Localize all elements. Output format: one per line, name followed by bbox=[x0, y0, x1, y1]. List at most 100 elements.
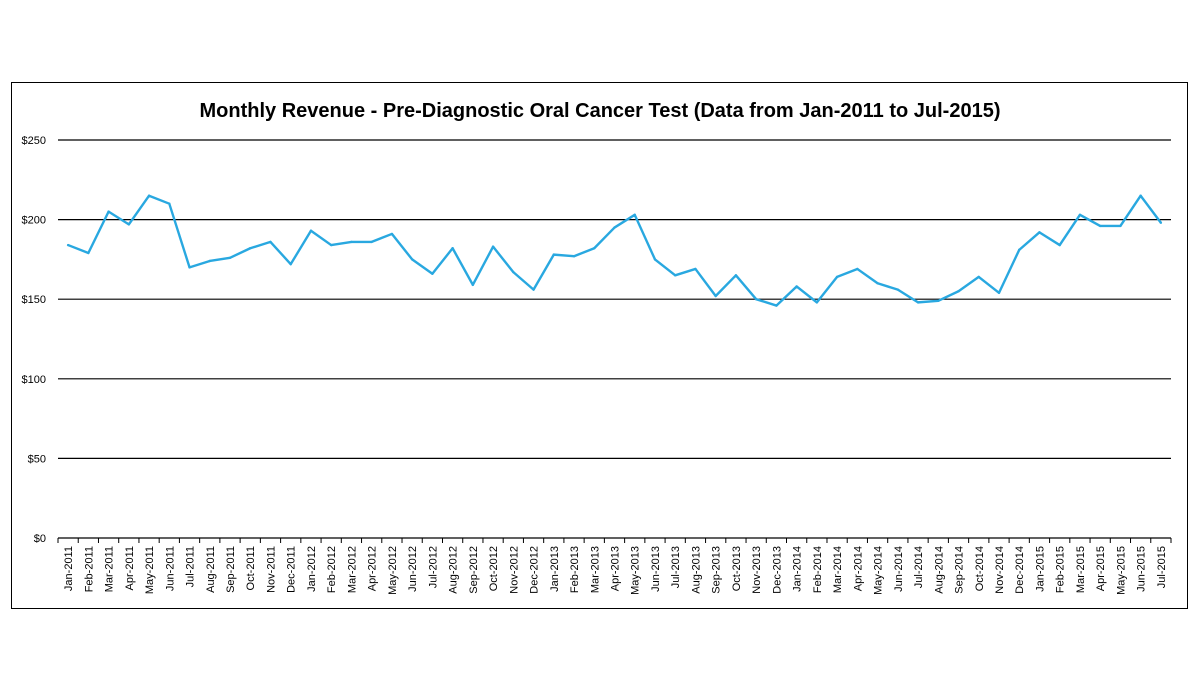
data-point bbox=[350, 240, 353, 244]
x-tick-label: Nov-2011 bbox=[265, 546, 277, 593]
data-point bbox=[188, 266, 191, 269]
data-point bbox=[653, 258, 657, 261]
data-point bbox=[1078, 213, 1082, 217]
x-tick-label: Aug-2012 bbox=[448, 546, 460, 594]
data-point bbox=[471, 283, 475, 287]
x-tick-label: May-2014 bbox=[873, 546, 885, 595]
x-tick-label: Jun-2015 bbox=[1136, 546, 1148, 592]
data-point bbox=[512, 270, 515, 274]
data-point bbox=[127, 223, 131, 226]
data-point bbox=[835, 275, 839, 279]
x-axis-ticks: Jan-2011 Feb-2011 Mar-2011 Apr-2011 May-2011… bbox=[57, 538, 1172, 595]
x-tick-label: Jul-2014 bbox=[913, 546, 925, 588]
data-point bbox=[87, 251, 90, 255]
data-point bbox=[633, 213, 636, 217]
data-point bbox=[410, 258, 414, 261]
x-tick-label: Apr-2012 bbox=[367, 546, 379, 591]
data-point bbox=[249, 247, 252, 250]
data-point bbox=[1139, 194, 1142, 197]
y-tick-label: $0 bbox=[34, 533, 46, 545]
x-tick-label: Dec-2013 bbox=[771, 546, 783, 594]
data-point bbox=[734, 274, 738, 277]
x-tick-label: Sep-2011 bbox=[225, 546, 237, 593]
x-tick-label: Aug-2011 bbox=[205, 546, 217, 593]
x-tick-label: Jan-2014 bbox=[792, 546, 804, 592]
data-point bbox=[937, 299, 940, 302]
x-tick-label: Jan-2015 bbox=[1034, 546, 1046, 592]
x-tick-label: May-2011 bbox=[144, 546, 156, 594]
x-tick-label: Jan-2012 bbox=[306, 546, 318, 592]
x-tick-label: Dec-2012 bbox=[529, 546, 541, 594]
x-tick-label: Sep-2013 bbox=[711, 546, 723, 594]
x-tick-label: Oct-2012 bbox=[488, 546, 500, 591]
data-point bbox=[66, 243, 70, 247]
data-point bbox=[1119, 224, 1122, 228]
data-point bbox=[1058, 243, 1061, 247]
data-point bbox=[997, 291, 1001, 295]
data-point bbox=[451, 247, 454, 250]
data-point bbox=[856, 267, 859, 271]
data-point bbox=[309, 229, 313, 232]
data-point bbox=[1018, 248, 1021, 252]
x-tick-label: Feb-2013 bbox=[569, 546, 581, 593]
data-point bbox=[876, 282, 879, 285]
data-point bbox=[208, 259, 211, 263]
x-tick-label: Mar-2011 bbox=[104, 546, 116, 592]
x-tick-label: Nov-2013 bbox=[751, 546, 763, 594]
data-point bbox=[289, 262, 292, 266]
data-point bbox=[714, 294, 717, 298]
data-point bbox=[1098, 224, 1102, 228]
x-tick-label: Oct-2013 bbox=[731, 546, 743, 591]
data-point bbox=[977, 275, 980, 279]
data-point bbox=[1038, 231, 1041, 234]
y-axis-ticks: $0 $50 $100 $150 $200 $250 bbox=[22, 135, 46, 545]
data-point bbox=[269, 240, 272, 244]
data-point bbox=[552, 253, 555, 256]
data-point bbox=[916, 301, 920, 304]
x-tick-label: Oct-2014 bbox=[974, 546, 986, 591]
x-tick-label: Apr-2011 bbox=[124, 546, 136, 590]
data-point bbox=[1159, 221, 1163, 224]
x-tick-label: Aug-2013 bbox=[690, 546, 702, 594]
x-tick-label: Dec-2014 bbox=[1014, 546, 1026, 594]
x-tick-label: Oct-2011 bbox=[245, 546, 257, 590]
series-layer bbox=[66, 194, 1163, 307]
data-point bbox=[754, 298, 758, 301]
x-tick-label: Jun-2012 bbox=[407, 546, 419, 592]
x-tick-label: Mar-2013 bbox=[589, 546, 601, 593]
data-point bbox=[775, 304, 778, 307]
x-tick-label: Mar-2012 bbox=[346, 546, 358, 593]
x-tick-label: Feb-2015 bbox=[1055, 546, 1067, 593]
data-point bbox=[431, 272, 434, 275]
x-tick-label: Aug-2014 bbox=[933, 546, 945, 594]
x-tick-label: Jun-2011 bbox=[164, 546, 176, 591]
data-point bbox=[532, 288, 535, 291]
y-tick-label: $100 bbox=[22, 374, 46, 386]
x-tick-label: Mar-2014 bbox=[832, 546, 844, 593]
x-tick-label: May-2015 bbox=[1115, 546, 1127, 595]
data-point bbox=[815, 301, 819, 304]
x-tick-label: May-2013 bbox=[630, 546, 642, 595]
x-tick-label: Nov-2012 bbox=[508, 546, 520, 594]
y-tick-label: $50 bbox=[28, 453, 46, 465]
data-point bbox=[168, 202, 171, 205]
x-tick-label: Feb-2011 bbox=[83, 546, 95, 592]
x-tick-label: Apr-2014 bbox=[852, 546, 864, 591]
x-tick-label: Sep-2014 bbox=[954, 546, 966, 594]
x-tick-label: Dec-2011 bbox=[286, 546, 298, 593]
x-tick-label: Apr-2013 bbox=[610, 546, 622, 591]
x-tick-label: Jan-2011 bbox=[63, 546, 75, 591]
x-tick-label: Feb-2014 bbox=[812, 546, 824, 593]
x-tick-label: Jun-2013 bbox=[650, 546, 662, 592]
series-line bbox=[67, 194, 1162, 307]
x-tick-label: Mar-2015 bbox=[1075, 546, 1087, 593]
data-point bbox=[896, 288, 900, 291]
x-tick-label: Jul-2012 bbox=[427, 546, 439, 588]
data-point bbox=[370, 240, 373, 244]
x-tick-label: Jan-2013 bbox=[549, 546, 561, 592]
x-tick-label: Jul-2015 bbox=[1156, 546, 1168, 588]
x-tick-label: Feb-2012 bbox=[326, 546, 338, 593]
x-tick-label: Nov-2014 bbox=[994, 546, 1006, 594]
x-tick-label: Apr-2015 bbox=[1095, 546, 1107, 591]
